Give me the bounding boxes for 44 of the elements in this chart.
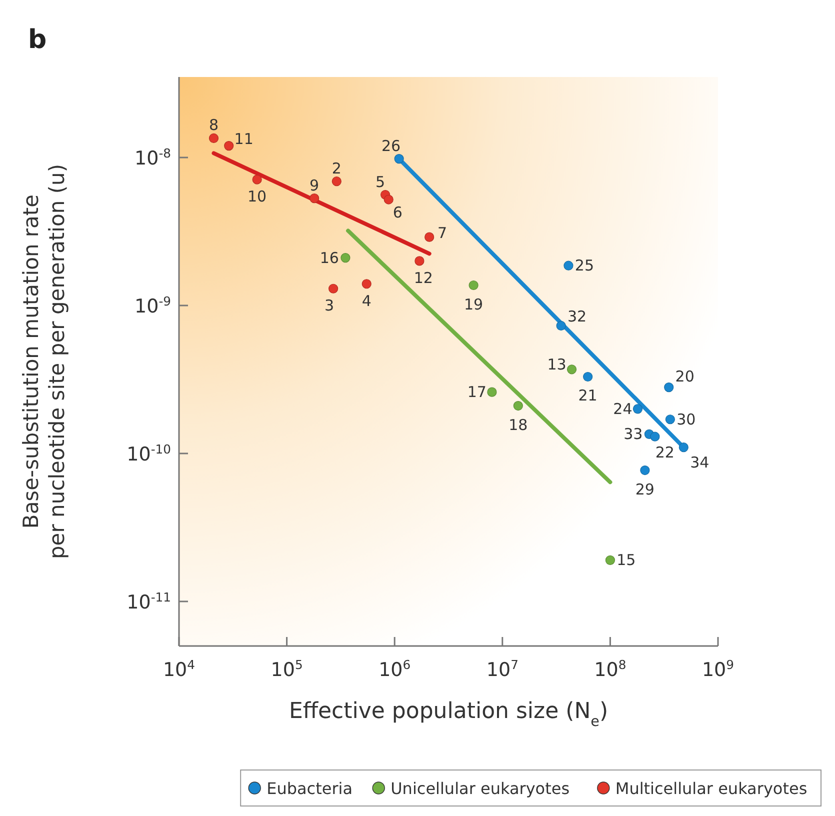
x-tick-label: 10$^{4}$ <box>162 658 196 681</box>
annotation: 30 <box>676 410 696 428</box>
annotation: 10 <box>248 188 267 206</box>
annotation: 11 <box>234 130 254 148</box>
annotation: 18 <box>508 416 528 434</box>
annotation: 15 <box>616 551 636 570</box>
x-tick-label: 10$^{7}$ <box>486 658 518 681</box>
annotation: 12 <box>414 268 433 287</box>
annotation: 20 <box>675 367 694 386</box>
annotation: 22 <box>655 444 674 462</box>
x-tick-label: 10$^{5}$ <box>270 658 303 681</box>
annotation: 34 <box>690 453 710 472</box>
y-tick-label: 10$^{-11}$ <box>126 590 171 614</box>
x-tick-label: 10$^{9}$ <box>702 658 734 681</box>
chart-title: b <box>28 25 47 55</box>
legend-label: Multicellular eukaryotes <box>615 779 808 798</box>
y-axis-title: Base-substitution mutation rate per nucleotide site per generation (u) <box>19 164 69 560</box>
annotation: 17 <box>467 383 486 402</box>
annotation: 4 <box>362 292 372 310</box>
annotation: 5 <box>376 172 386 191</box>
x-tick-label: 10$^{8}$ <box>594 658 626 681</box>
legend-label: Unicellular eukaryotes <box>390 779 570 798</box>
annotation: 9 <box>310 176 320 194</box>
annotation: 8 <box>208 116 219 134</box>
annotation: 33 <box>624 425 643 444</box>
y-tick-label: 10$^{-9}$ <box>134 294 171 318</box>
annotation: 19 <box>464 295 484 314</box>
y-tick-label: 10$^{-10}$ <box>126 442 172 466</box>
annotation: 21 <box>578 386 598 405</box>
y-tick-label: 10$^{-8}$ <box>134 146 172 170</box>
annotation: 29 <box>635 480 654 498</box>
annotation: 7 <box>438 224 448 242</box>
annotation: 13 <box>547 355 566 374</box>
annotation: 32 <box>568 308 587 326</box>
legend-label: Eubacteria <box>266 779 353 798</box>
annotation: 2 <box>332 159 342 178</box>
x-axis-title: Effective population size (N$_{e}$) <box>288 699 608 730</box>
annotation: 3 <box>324 296 334 315</box>
annotation: 6 <box>392 204 402 222</box>
annotation: 16 <box>320 248 339 267</box>
x-tick-label: 10$^{6}$ <box>378 658 411 681</box>
annotation: 25 <box>574 256 594 275</box>
annotation: 26 <box>382 136 401 155</box>
annotation: 24 <box>613 400 632 418</box>
